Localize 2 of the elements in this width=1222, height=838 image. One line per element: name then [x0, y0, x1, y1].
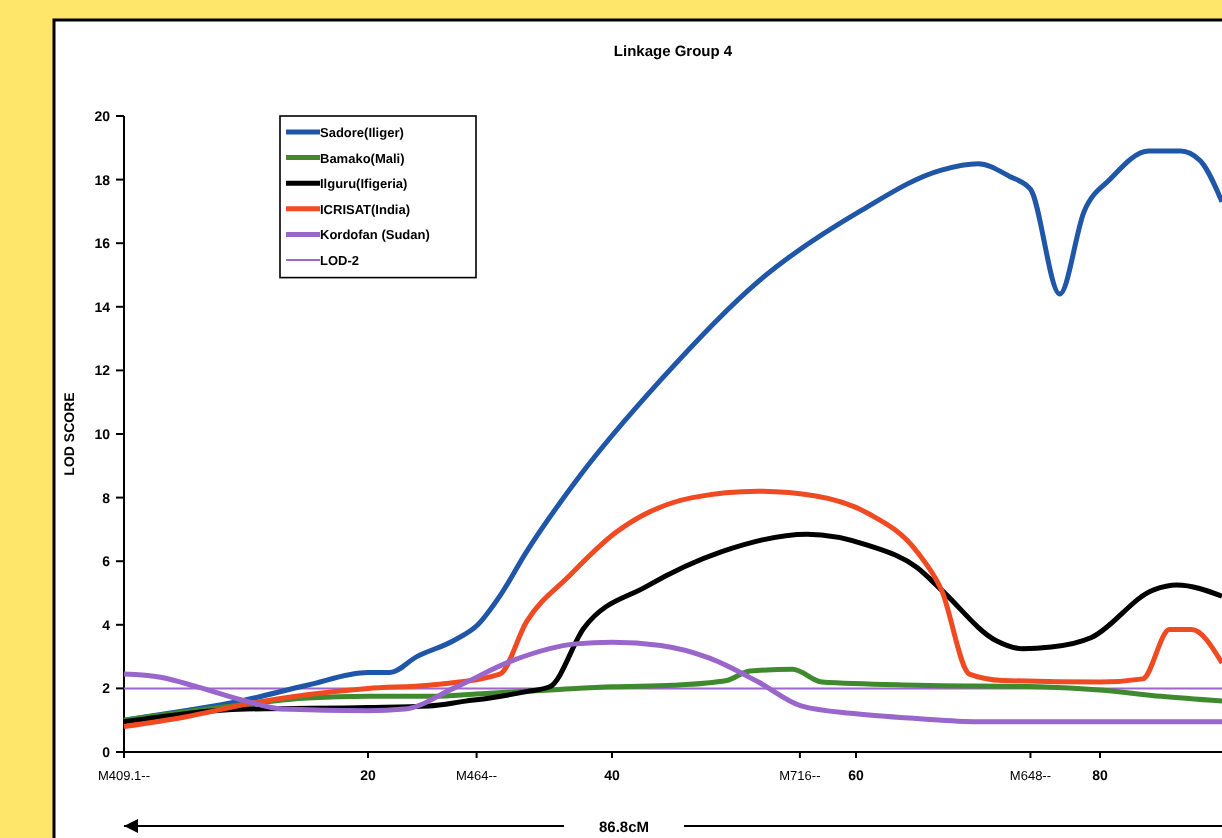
line-series [121, 639, 1222, 725]
line-series [121, 488, 1222, 730]
